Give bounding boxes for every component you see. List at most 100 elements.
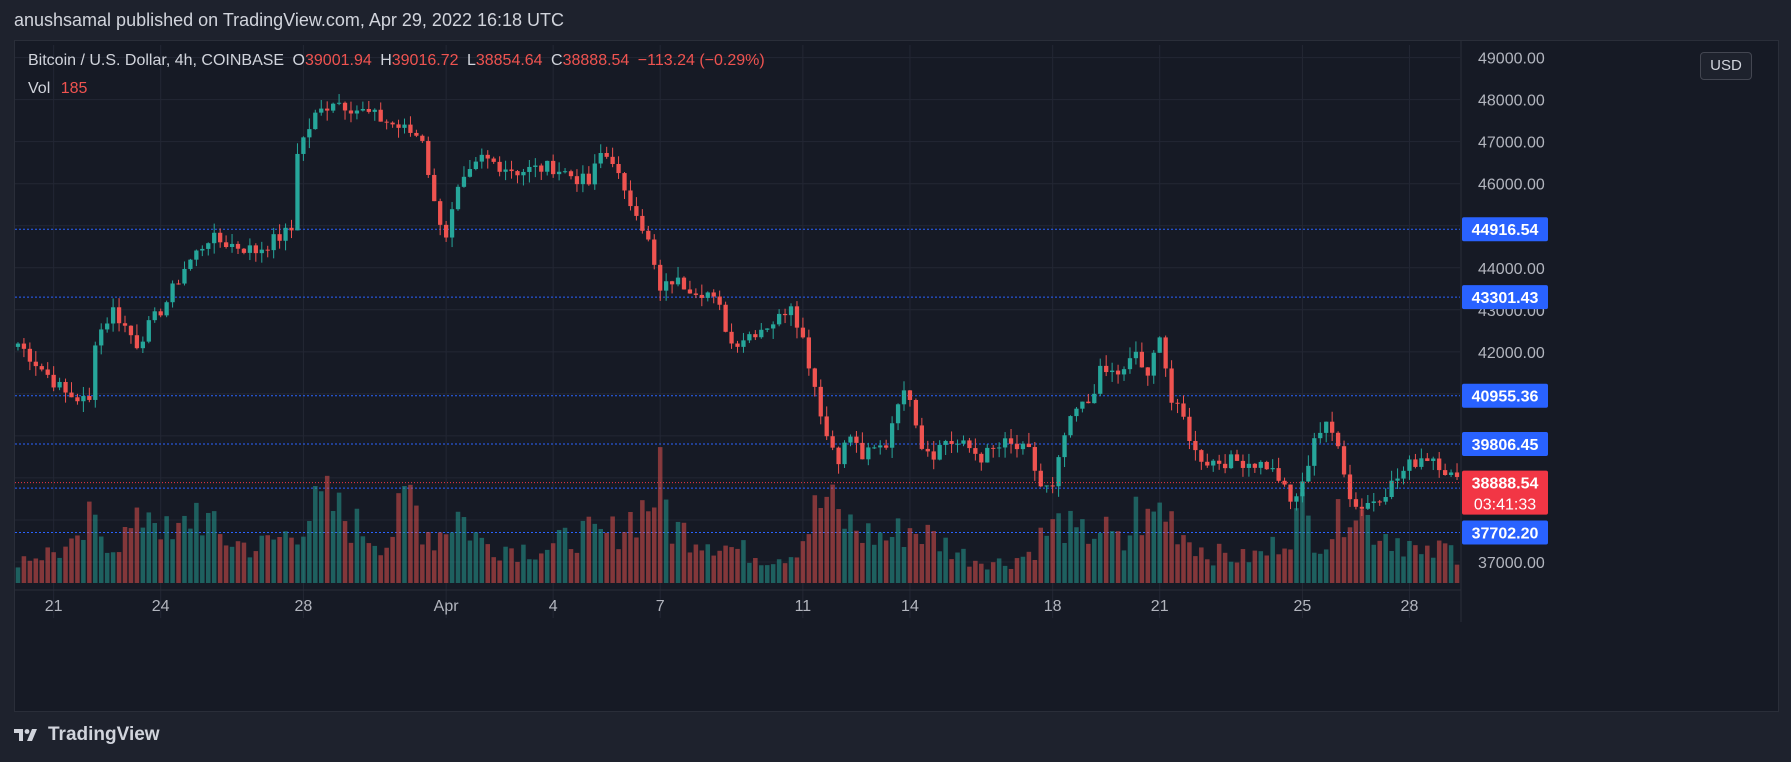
ohlc-legend: Bitcoin / U.S. Dollar, 4h, COINBASE O390… — [28, 52, 769, 70]
volume-bar — [378, 555, 383, 583]
price-tick-label: 48000.00 — [1478, 93, 1545, 110]
candle-body — [1365, 502, 1370, 509]
volume-bar — [1430, 557, 1436, 583]
price-badge: 43301.43 — [1472, 290, 1539, 307]
candle-body — [759, 329, 764, 338]
volume-bar — [1395, 538, 1400, 583]
time-tick-label: 14 — [901, 598, 919, 615]
candle-body — [449, 209, 455, 238]
time-tick-label: 18 — [1044, 598, 1062, 615]
candle-body — [307, 129, 312, 138]
candle-body — [884, 445, 889, 448]
candle-body — [592, 163, 597, 185]
volume-bar — [1032, 559, 1038, 583]
volume-bar — [586, 516, 592, 583]
time-tick-label: 25 — [1294, 598, 1312, 615]
candle-body — [1371, 501, 1376, 503]
candle-body — [836, 447, 841, 465]
candle-body — [979, 453, 984, 463]
volume-bar — [877, 532, 883, 583]
volume-bar — [170, 539, 175, 583]
volume-bar — [919, 544, 925, 583]
volume-bar — [1341, 537, 1347, 583]
candle-body — [711, 292, 716, 297]
candle-body — [895, 404, 901, 424]
volume-bar — [289, 537, 294, 583]
volume-bar — [1175, 544, 1180, 583]
volume-bar — [1270, 536, 1275, 583]
volume-bar — [1436, 540, 1442, 583]
candle-body — [800, 327, 806, 338]
price-tick-label: 44000.00 — [1478, 261, 1545, 278]
volume-bar — [1425, 545, 1430, 583]
volume-bar — [1329, 539, 1335, 583]
volume-bar — [152, 523, 158, 583]
volume-bar — [509, 548, 514, 583]
volume-bar — [384, 547, 389, 583]
volume-bar — [93, 514, 98, 583]
currency-button[interactable]: USD — [1700, 52, 1752, 80]
candle-body — [551, 160, 556, 175]
volume-bar — [1413, 545, 1418, 583]
volume-bar — [1210, 565, 1216, 583]
symbol-label[interactable]: Bitcoin / U.S. Dollar, 4h, COINBASE — [28, 52, 285, 69]
volume-bar — [628, 511, 633, 583]
volume-bar — [1109, 531, 1115, 583]
candle-body — [390, 122, 395, 125]
price-tick-label: 42000.00 — [1478, 345, 1545, 362]
tradingview-logo-icon — [14, 729, 37, 741]
candle-body — [1068, 416, 1073, 436]
change-value: −113.24 (−0.29%) — [637, 52, 765, 69]
volume-bar — [1205, 559, 1210, 583]
tradingview-footer[interactable]: TradingView — [14, 724, 160, 746]
volume-bar — [842, 528, 847, 583]
candle-body — [21, 343, 27, 349]
volume-bar — [63, 546, 68, 583]
volume-bar — [443, 534, 449, 583]
candle-body — [1448, 472, 1454, 475]
volume-bar — [1092, 538, 1097, 583]
candle-body — [1288, 484, 1293, 502]
volume-bar — [372, 545, 378, 583]
time-tick-label: 11 — [795, 598, 812, 615]
volume-bar — [1014, 558, 1020, 583]
chart-panel[interactable] — [14, 40, 1779, 712]
volume-bar — [1127, 535, 1133, 583]
candle-body — [1240, 460, 1246, 468]
candle-body — [1431, 458, 1436, 461]
candle-body — [1074, 408, 1079, 417]
volume-bar — [241, 542, 247, 583]
candles — [15, 94, 1460, 517]
candle-body — [372, 109, 377, 112]
volume-bar — [562, 527, 568, 583]
candle-body — [586, 173, 591, 185]
candle-body — [1407, 459, 1412, 471]
volume-bar — [598, 528, 603, 583]
volume-bar — [211, 511, 217, 583]
volume-bar — [235, 541, 241, 583]
candle-body — [420, 135, 425, 141]
volume-bar — [770, 564, 776, 583]
volume-bar — [1240, 549, 1246, 583]
volume-bar — [200, 535, 205, 583]
volume-bar — [473, 532, 479, 583]
low-value: 38854.64 — [475, 52, 543, 69]
candle-body — [1050, 485, 1055, 487]
candle-body — [1151, 352, 1156, 376]
volume-bar — [889, 537, 895, 583]
price-badge: 44916.54 — [1472, 222, 1539, 239]
time-tick-label: 21 — [45, 598, 63, 615]
volume-label[interactable]: Vol — [28, 80, 51, 97]
candle-body — [366, 108, 371, 112]
volume-bar — [1407, 540, 1412, 583]
candle-body — [937, 444, 942, 460]
volume-bar — [283, 531, 288, 583]
candle-body — [610, 156, 615, 164]
low-label: L — [466, 52, 476, 69]
candle-body — [1258, 461, 1263, 468]
candle-body — [634, 206, 639, 216]
candle-body — [1347, 474, 1353, 500]
volume-bar — [247, 557, 253, 583]
candle-body — [866, 447, 871, 460]
